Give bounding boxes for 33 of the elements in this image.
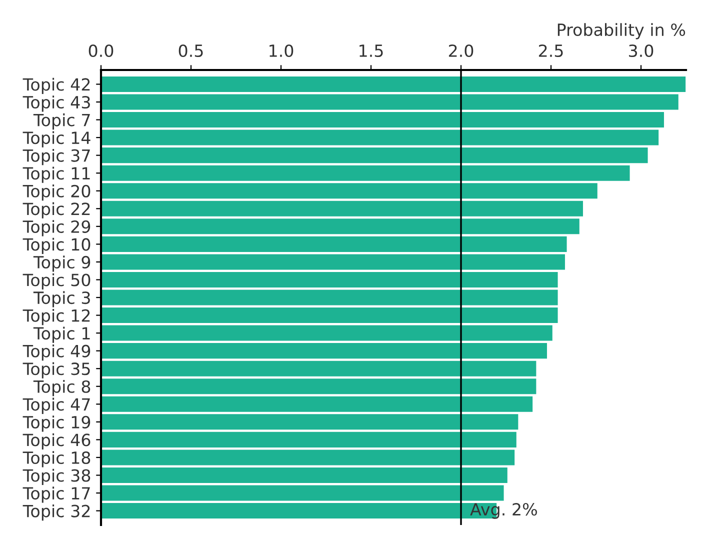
y-tick-label: Topic 20 — [22, 184, 90, 201]
y-tick-label: Topic 46 — [22, 433, 90, 450]
x-tick-label: 3.0 — [629, 44, 654, 58]
y-tick-label: Topic 8 — [33, 380, 90, 396]
x-axis-title: Probability in % — [558, 23, 686, 40]
y-tick-label: Topic 19 — [22, 416, 90, 432]
y-tick-label: Topic 29 — [22, 220, 90, 236]
y-tick-label: Topic 47 — [22, 398, 90, 414]
y-tick-label: Topic 3 — [33, 291, 90, 308]
y-tick-label: Topic 10 — [22, 238, 90, 254]
y-tick-label: Topic 35 — [22, 362, 90, 378]
y-tick-label: Topic 7 — [33, 113, 90, 130]
y-tick-label: Topic 43 — [22, 96, 90, 112]
x-tick-label: 1.0 — [270, 44, 294, 58]
y-tick-label: Topic 32 — [22, 504, 90, 521]
x-tick-label: 2.0 — [448, 44, 474, 58]
y-tick-label: Topic 9 — [33, 256, 90, 272]
y-tick-label: Topic 22 — [22, 202, 90, 218]
y-tick-label: Topic 50 — [22, 273, 90, 290]
y-tick-label: Topic 11 — [22, 166, 90, 183]
y-tick-label: Topic 12 — [22, 308, 90, 326]
x-tick-label: 0.5 — [178, 44, 203, 58]
x-tick-label: 1.5 — [360, 44, 383, 58]
x-tick-label: 2.5 — [538, 44, 563, 58]
y-tick-label: Topic 42 — [22, 78, 90, 94]
y-tick-label: Topic 1 — [33, 326, 90, 343]
y-tick-label: Topic 18 — [22, 451, 90, 468]
x-tick-label: 0.0 — [88, 44, 114, 58]
y-tick-label: Topic 38 — [22, 468, 90, 486]
y-tick-label: Topic 14 — [22, 131, 90, 148]
y-tick-label: Topic 37 — [22, 148, 90, 166]
y-tick-label: Topic 17 — [22, 486, 90, 503]
y-tick-label: Topic 49 — [22, 344, 90, 361]
